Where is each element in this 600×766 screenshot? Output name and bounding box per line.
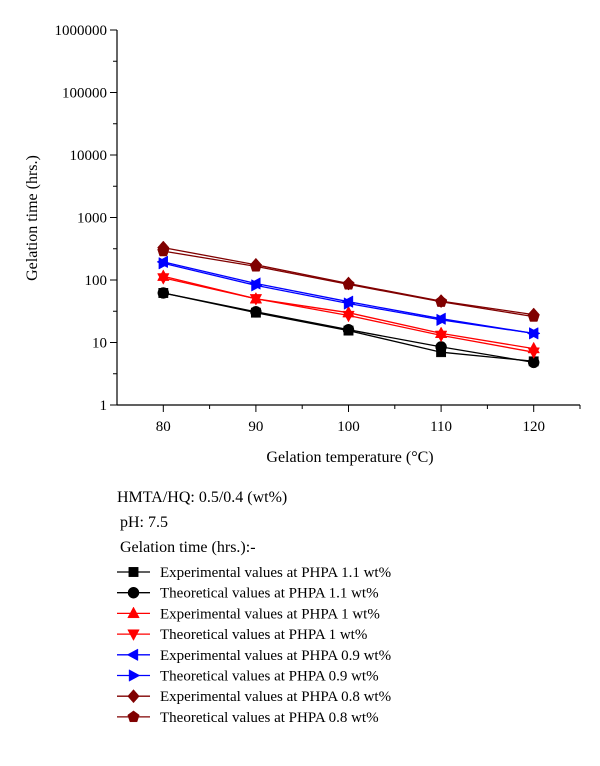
x-tick-label: 90: [248, 419, 263, 435]
data-point: [527, 347, 540, 360]
data-point: [157, 287, 170, 299]
data-point: [157, 273, 170, 285]
y-tick-label: 1: [100, 398, 108, 414]
legend-marker: [126, 648, 139, 661]
legend-item: Experimental values at PHPA 0.9 wt%: [117, 648, 391, 664]
series-line: [163, 261, 534, 335]
annotation-legend-title: Gelation time (hrs.):-: [120, 539, 256, 556]
legend-marker: [127, 710, 140, 723]
legend-label: Experimental values at PHPA 0.8 wt%: [160, 689, 391, 705]
data-point: [436, 313, 448, 327]
data-point: [249, 260, 262, 272]
legend-marker: [128, 567, 139, 577]
data-point: [343, 297, 356, 310]
x-tick-label: 80: [156, 419, 171, 435]
data-point: [342, 323, 355, 336]
series-layer: [156, 240, 541, 369]
legend-item: Experimental values at PHPA 1 wt%: [117, 606, 380, 622]
data-point: [250, 306, 262, 318]
data-point: [527, 310, 540, 322]
data-point: [158, 257, 171, 270]
legend-item: Theoretical values at PHPA 1 wt%: [117, 627, 367, 643]
legend-label: Experimental values at PHPA 1 wt%: [160, 606, 380, 622]
y-tick-label: 10: [92, 336, 107, 352]
data-point: [435, 295, 448, 307]
annotation-ph: pH: 7.5: [120, 514, 168, 531]
x-tick-label: 110: [430, 419, 452, 435]
y-tick-label: 1000000: [55, 23, 108, 39]
legend-marker: [128, 669, 141, 682]
data-point: [249, 294, 263, 306]
legend-label: Experimental values at PHPA 1.1 wt%: [160, 565, 391, 581]
data-point: [251, 279, 263, 292]
data-point: [157, 244, 170, 257]
y-tick-label: 100000: [62, 86, 107, 102]
data-point: [342, 278, 355, 290]
y-tick-label: 10000: [70, 148, 108, 164]
data-point: [435, 341, 447, 353]
y-tick-label: 100: [85, 273, 108, 289]
annotation-ratio: HMTA/HQ: 0.5/0.4 (wt%): [117, 489, 287, 506]
x-axis-title: Gelation temperature (°C): [266, 449, 433, 466]
legend-marker: [127, 586, 140, 599]
x-tick-label: 100: [337, 419, 360, 435]
x-tick-label: 120: [522, 419, 545, 435]
data-point: [434, 330, 448, 343]
series-4: [157, 273, 540, 360]
legend-label: Theoretical values at PHPA 0.8 wt%: [160, 710, 379, 726]
y-tick-label: 1000: [77, 211, 107, 227]
legend-label: Experimental values at PHPA 0.9 wt%: [160, 648, 391, 664]
legend-item: Theoretical values at PHPA 0.8 wt%: [117, 710, 379, 726]
legend-marker: [127, 689, 140, 704]
legend-item: Experimental values at PHPA 0.8 wt%: [117, 689, 391, 705]
series-8: [157, 244, 540, 322]
data-point: [342, 310, 355, 323]
legend: Experimental values at PHPA 1.1 wt% Theor…: [117, 565, 391, 726]
legend-label: Theoretical values at PHPA 1 wt%: [160, 627, 367, 643]
legend-item: Theoretical values at PHPA 0.9 wt%: [117, 669, 379, 685]
legend-marker: [127, 606, 140, 619]
legend-label: Theoretical values at PHPA 1.1 wt%: [160, 586, 379, 602]
series-6: [158, 257, 541, 340]
data-point: [529, 327, 541, 340]
legend-item: Experimental values at PHPA 1.1 wt%: [117, 565, 391, 581]
y-axis-title: Gelation time (hrs.): [24, 155, 41, 281]
legend-marker: [127, 629, 140, 641]
legend-item: Theoretical values at PHPA 1.1 wt%: [117, 586, 379, 602]
legend-label: Theoretical values at PHPA 0.9 wt%: [160, 669, 379, 685]
axes: 80 90 100 110 120110100100010000100000100000…: [55, 23, 581, 435]
